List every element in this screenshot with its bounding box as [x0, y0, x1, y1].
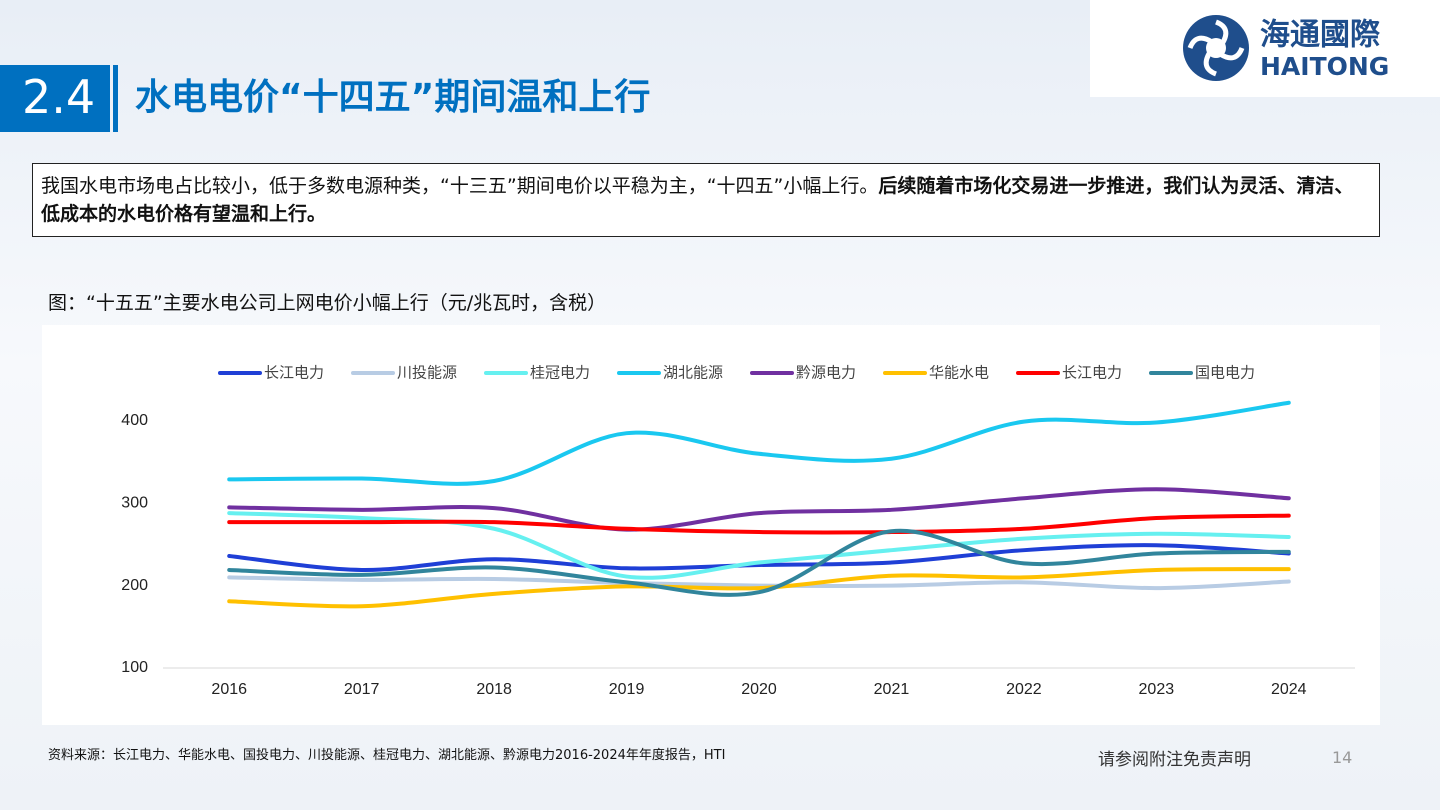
x-tick-label: 2023 — [1139, 681, 1175, 698]
legend-label: 华能水电 — [929, 364, 989, 382]
y-tick-label: 200 — [121, 577, 148, 594]
slide-title: 水电电价“十四五”期间温和上行 — [135, 77, 651, 118]
series-line — [227, 487, 1291, 532]
series-line — [227, 528, 1291, 597]
legend-label: 湖北能源 — [663, 364, 723, 382]
legend-label: 长江电力 — [1062, 364, 1122, 382]
legend-label: 长江电力 — [264, 364, 324, 382]
logo-panel: 海通國際 HAITONG — [1090, 0, 1440, 97]
x-tick-label: 2016 — [211, 681, 247, 698]
x-tick-label: 2022 — [1006, 681, 1042, 698]
disclaimer: 请参阅附注免责声明 — [1098, 750, 1251, 770]
y-tick-label: 400 — [121, 412, 148, 429]
section-box — [0, 65, 110, 132]
source: 资料来源：长江电力、华能水电、国投电力、川投能源、桂冠电力、湖北能源、黔源电力2… — [48, 748, 726, 763]
x-tick-label: 2018 — [476, 681, 512, 698]
x-tick-label: 2021 — [874, 681, 910, 698]
logo: 海通國際 HAITONG — [1183, 15, 1389, 81]
series-line — [227, 511, 1291, 580]
x-tick-label: 2020 — [741, 681, 777, 698]
logo-cn: 海通國際 — [1260, 18, 1380, 53]
y-tick-label: 300 — [121, 494, 148, 511]
legend-label: 国电电力 — [1195, 364, 1255, 382]
legend-label: 黔源电力 — [796, 364, 856, 382]
series-line — [227, 567, 1291, 609]
x-tick-label: 2024 — [1271, 681, 1307, 698]
logo-en: HAITONG — [1260, 52, 1389, 81]
series-line — [227, 543, 1291, 572]
legend-label: 桂冠电力 — [530, 364, 590, 382]
summary-box: 我国水电市场电占比较小，低于多数电源种类，“十三五”期间电价以平稳为主，“十四五… — [32, 163, 1380, 237]
series-line — [227, 400, 1291, 486]
summary-text: 我国水电市场电占比较小，低于多数电源种类，“十三五”期间电价以平稳为主，“十四五… — [41, 175, 879, 197]
chart-panel — [42, 325, 1380, 725]
legend-label: 川投能源 — [397, 364, 457, 382]
x-tick-label: 2017 — [344, 681, 380, 698]
series-line — [227, 513, 1291, 535]
summary-bold: 后续随着市场化交易进一步推进，我们认为灵活、清洁、低成本的水电价格有望温和上行。 — [41, 175, 1354, 225]
x-tick-label: 2019 — [609, 681, 645, 698]
series-line — [227, 575, 1291, 591]
y-tick-label: 100 — [121, 659, 148, 676]
section-bar — [113, 65, 118, 132]
section-number: 2.4 — [22, 70, 96, 124]
page-number: 14 — [1332, 748, 1353, 767]
chart-caption: 图：“十五五”主要水电公司上网电价小幅上行（元/兆瓦时，含税） — [48, 292, 607, 314]
logo-swirl — [1187, 19, 1245, 77]
